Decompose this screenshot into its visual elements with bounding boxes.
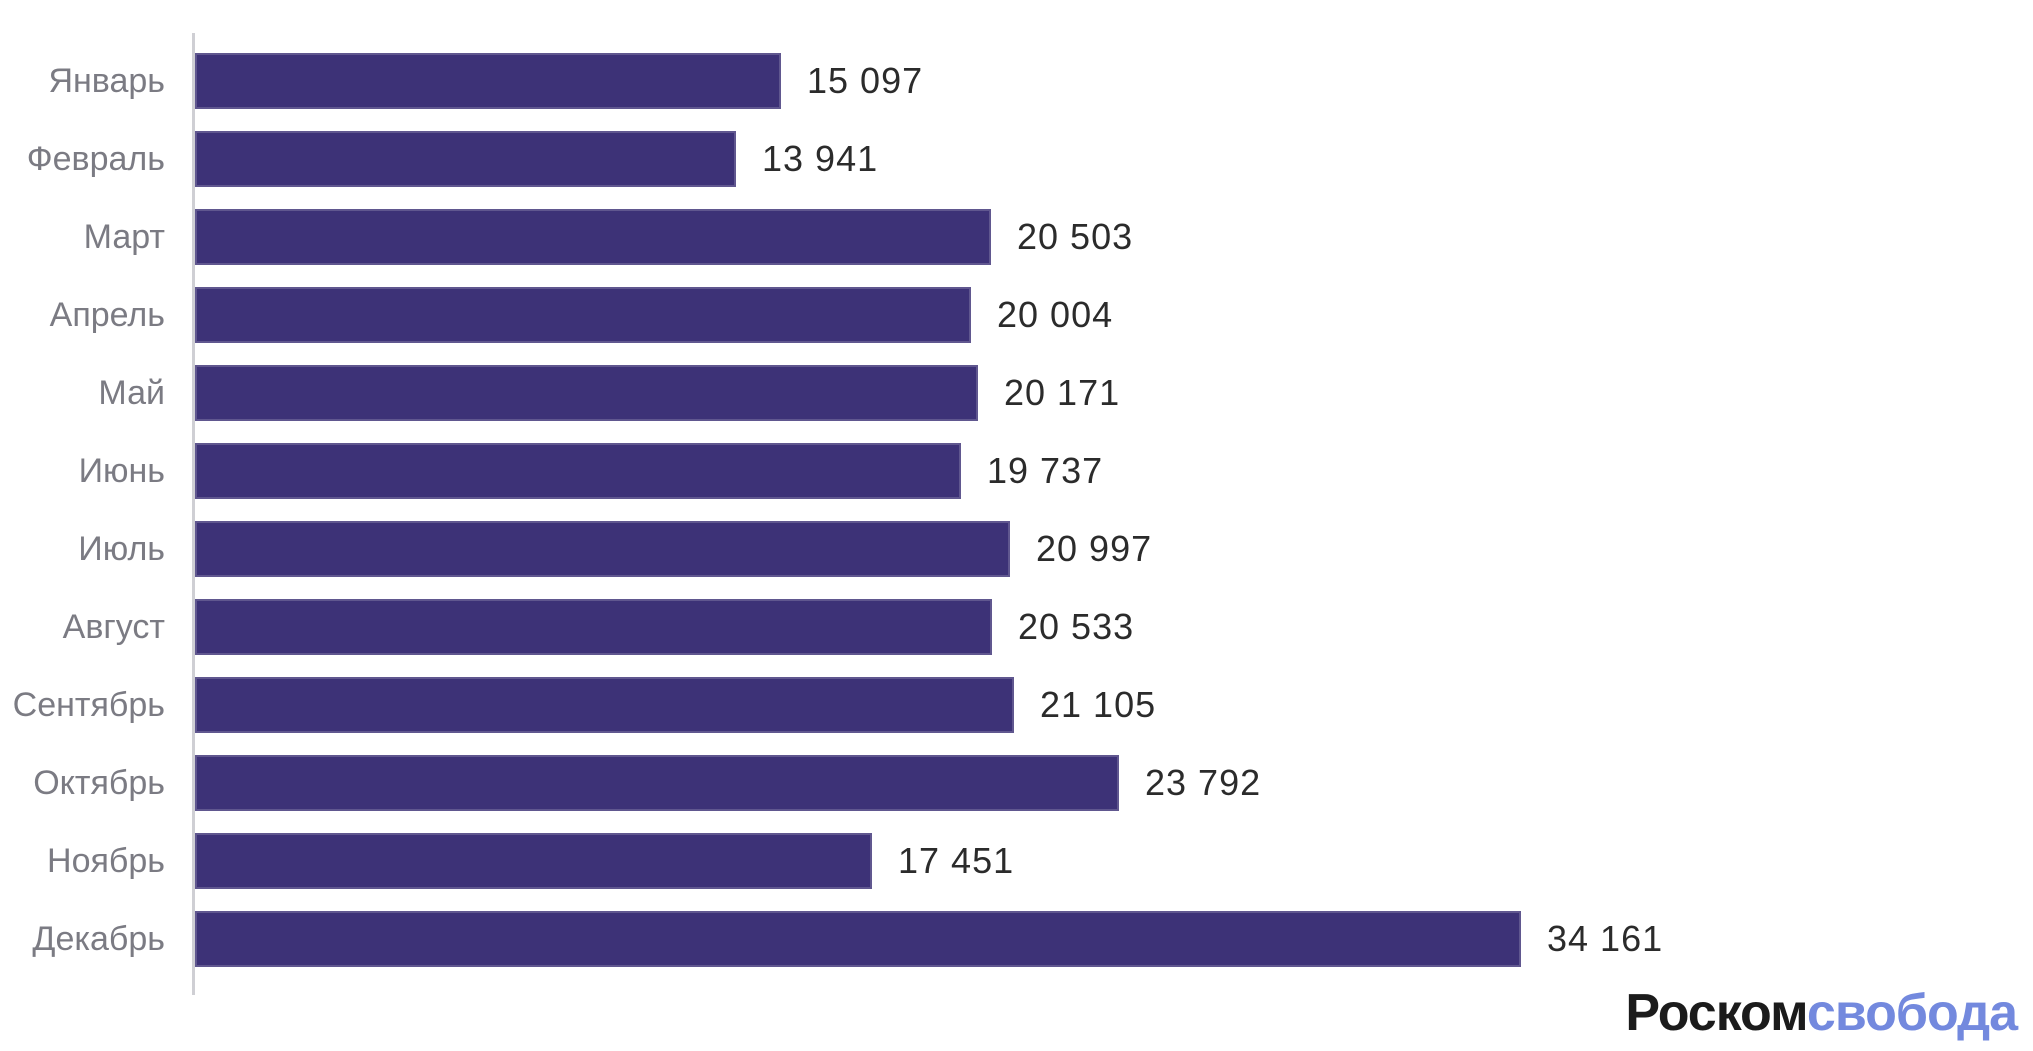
category-label: Октябрь [33,764,165,802]
chart-row: Август 20 533 [63,599,2033,655]
chart-row: Май 20 171 [98,365,2033,421]
bar [195,677,1014,733]
value-label: 21 105 [1040,684,1157,725]
category-label: Декабрь [32,920,165,958]
bar [195,521,1010,577]
value-label: 20 171 [1004,372,1121,413]
value-label: 15 097 [807,60,924,101]
value-label: 34 161 [1547,918,1664,959]
category-label: Август [62,608,165,646]
bar [195,287,971,343]
chart-row: Февраль 13 941 [27,131,2033,187]
category-label: Сентябрь [12,686,165,724]
category-label: Июнь [78,452,165,490]
value-label: 20 533 [1018,606,1135,647]
value-label: 17 451 [898,840,1015,881]
logo-primary-text: Роском [1625,984,1808,1042]
bar [195,599,992,655]
chart-row: Ноябрь 17 451 [47,833,2033,889]
chart-row: Апрель 20 004 [50,287,2033,343]
value-label: 13 941 [762,138,879,179]
logo-accent-text: свобода [1806,984,2018,1042]
category-label: Ноябрь [47,842,165,880]
chart-row: Декабрь 34 161 [32,911,2033,967]
roskomsvoboda-logo: Роскомсвобода [1625,983,2018,1043]
category-label: Май [98,374,165,412]
bar [195,131,736,187]
plot-area: Январь 15 097 Февраль 13 941 Март 20 503 Апрел… [13,33,2033,995]
value-label: 19 737 [987,450,1104,491]
value-label: 20 503 [1017,216,1134,257]
bar [195,833,872,889]
chart-row: Март 20 503 [84,209,2033,265]
bar [195,755,1119,811]
chart-row: Июнь 19 737 [79,443,2033,499]
category-label: Июль [78,530,165,568]
value-label: 23 792 [1145,762,1262,803]
bar [195,209,991,265]
chart-row: Октябрь 23 792 [33,755,2033,811]
category-label: Февраль [26,140,165,178]
category-label: Апрель [49,296,165,334]
value-label: 20 997 [1036,528,1153,569]
bar [195,911,1521,967]
category-label: Январь [48,62,165,100]
bar [195,443,961,499]
bar [195,365,978,421]
chart-row: Июль 20 997 [78,521,2033,577]
chart-row: Сентябрь 21 105 [13,677,2033,733]
value-label: 20 004 [997,294,1114,335]
chart-row: Январь 15 097 [48,53,2033,109]
bar [195,53,781,109]
category-label: Март [83,218,165,256]
